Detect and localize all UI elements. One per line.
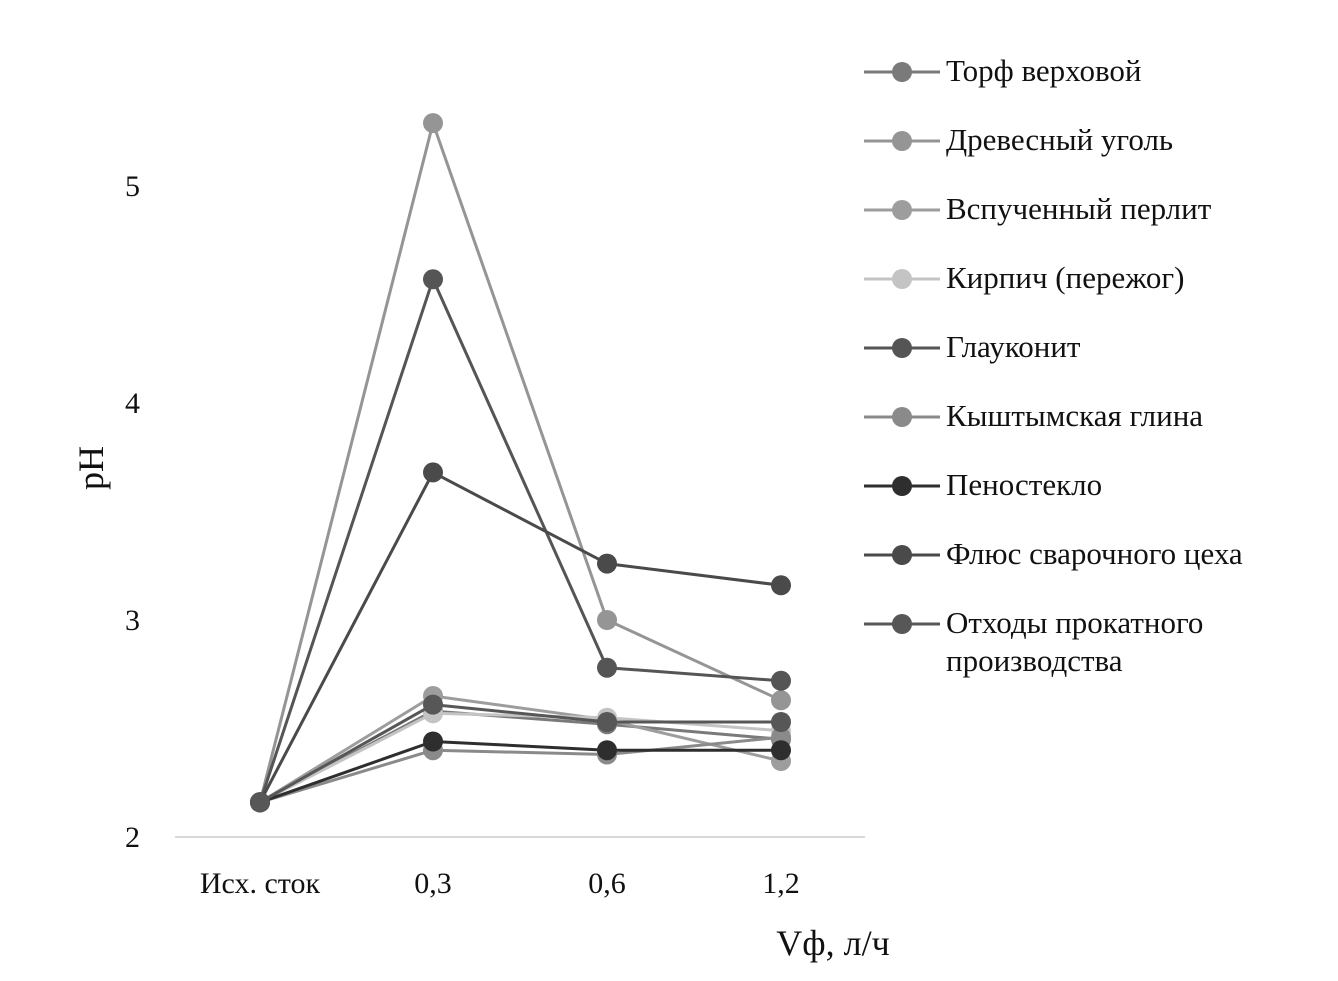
- series-group: [250, 269, 791, 813]
- series-group: [250, 701, 791, 813]
- x-axis-title: Vф, л/ч: [776, 923, 889, 963]
- legend-label: Пеностекло: [946, 467, 1103, 502]
- data-point: [423, 269, 443, 290]
- series-line: [258, 277, 782, 803]
- data-point: [423, 462, 443, 483]
- x-tick-label: 1,2: [762, 867, 800, 900]
- legend-swatch: [864, 269, 940, 289]
- legend-swatch: [864, 62, 940, 82]
- x-tick-label: 0,3: [414, 867, 452, 900]
- series-group: [250, 727, 791, 813]
- legend-label: Кыштымская глина: [946, 398, 1204, 433]
- series-line: [259, 703, 781, 804]
- legend-swatch-marker: [892, 62, 912, 82]
- legend-label: Вспученный перлит: [946, 191, 1212, 226]
- data-point: [771, 712, 791, 732]
- data-point: [423, 731, 443, 752]
- data-point: [771, 670, 791, 691]
- legend-swatch: [864, 407, 940, 427]
- x-axis-ticks: Исх. сток 0,3 0,6 1,2: [200, 867, 800, 900]
- series-line: [259, 694, 782, 804]
- data-point: [771, 740, 791, 761]
- legend-swatch-marker: [892, 200, 912, 220]
- legend-swatch-marker: [892, 407, 912, 427]
- data-point: [597, 712, 617, 732]
- legend-swatch: [864, 338, 940, 358]
- legend-swatch: [864, 200, 940, 220]
- data-point: [597, 553, 617, 574]
- series-line: [259, 735, 782, 804]
- x-tick-label: Исх. сток: [200, 867, 321, 900]
- y-axis-title: pH: [71, 446, 111, 490]
- series-line: [258, 470, 782, 803]
- legend-swatch-marker: [892, 476, 912, 496]
- x-tick-label: 0,6: [588, 867, 626, 900]
- legend-swatch: [864, 545, 940, 565]
- data-point: [250, 792, 270, 813]
- legend-swatch: [864, 131, 940, 151]
- legend-swatch: [864, 614, 940, 634]
- data-point: [423, 694, 443, 715]
- legend-swatch-marker: [892, 338, 912, 358]
- series-line: [259, 740, 781, 804]
- legend-label: Отходы прокатного производства: [946, 605, 1204, 678]
- series-layer: [250, 113, 791, 813]
- series-group: [250, 694, 791, 813]
- legend-swatch: [864, 476, 940, 496]
- data-point: [597, 610, 617, 630]
- data-point: [597, 740, 617, 761]
- y-tick-label: 2: [125, 821, 140, 854]
- legend-swatch-marker: [892, 614, 912, 634]
- legend-label: Флюс сварочного цеха: [946, 536, 1243, 571]
- legend-label: Глауконит: [946, 329, 1081, 364]
- y-axis-ticks: 2 3 4 5: [125, 170, 140, 854]
- data-point: [423, 113, 443, 134]
- series-line: [259, 711, 782, 804]
- y-tick-label: 5: [125, 170, 140, 203]
- data-point: [771, 575, 791, 596]
- y-tick-label: 3: [125, 604, 140, 637]
- legend-label: Торф верховой: [946, 53, 1142, 88]
- data-point: [771, 690, 791, 711]
- data-point: [597, 657, 617, 678]
- legend-swatch-marker: [892, 545, 912, 565]
- legend-label: Кирпич (пережог): [946, 260, 1185, 295]
- legend-label: Древесный уголь: [946, 122, 1174, 157]
- legend-swatch-marker: [892, 131, 912, 151]
- series-line: [258, 121, 782, 803]
- y-tick-label: 4: [125, 387, 140, 420]
- legend-swatch-marker: [892, 269, 912, 289]
